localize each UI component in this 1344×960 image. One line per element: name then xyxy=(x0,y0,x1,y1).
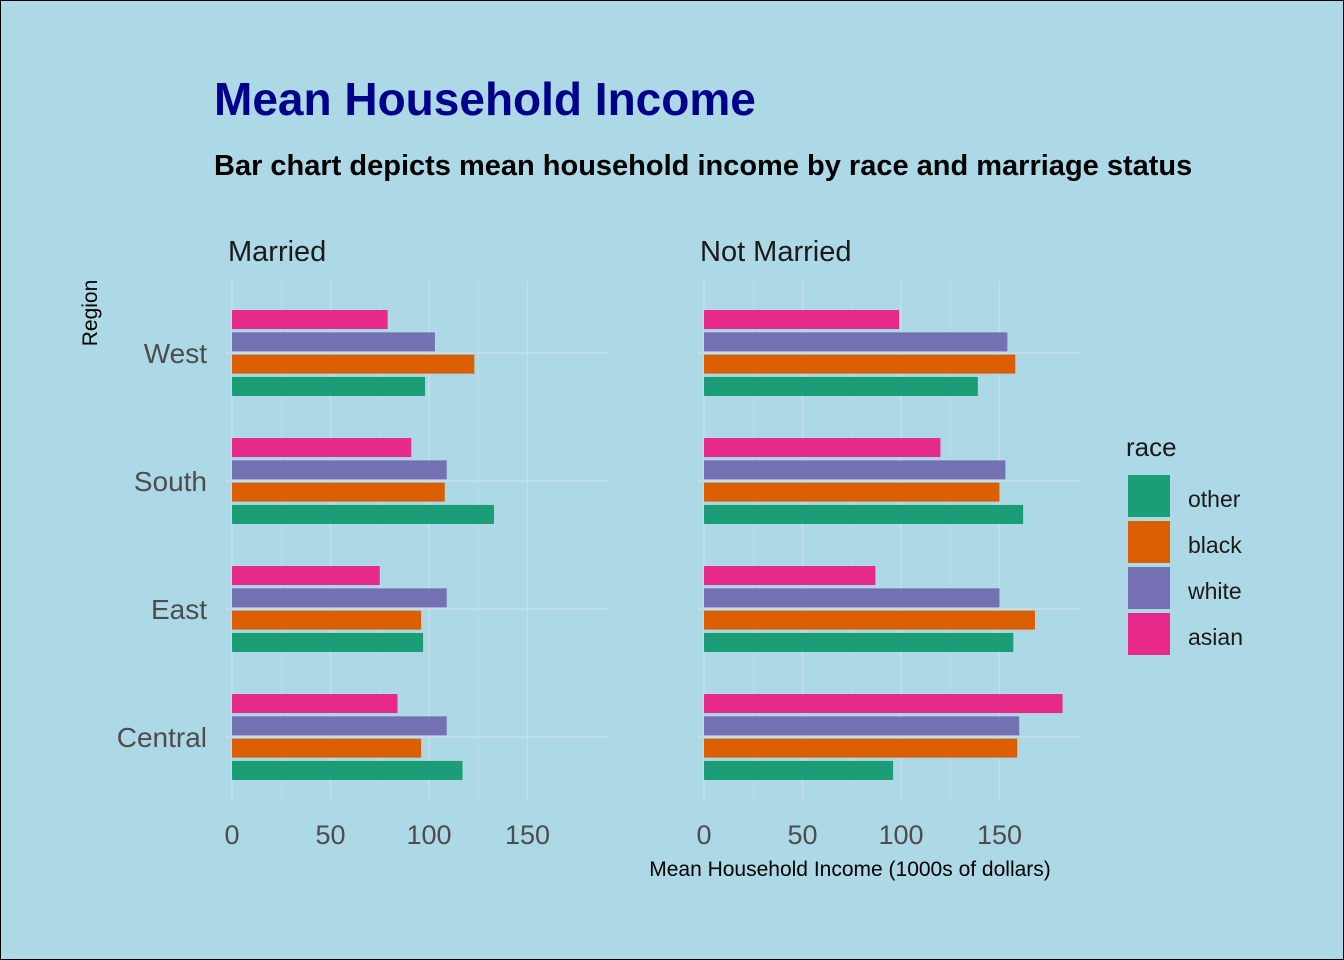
bar-other-central xyxy=(704,760,894,780)
x-tick-label: 0 xyxy=(224,820,239,850)
legend-swatch xyxy=(1128,567,1170,609)
bar-other-west xyxy=(232,376,426,396)
bar-white-east xyxy=(704,588,1000,608)
bar-other-south xyxy=(232,504,495,524)
chart-title: Mean Household Income xyxy=(214,73,756,125)
x-tick-label: 50 xyxy=(315,820,345,850)
bar-black-west xyxy=(704,354,1016,374)
bar-black-south xyxy=(704,482,1000,502)
legend-swatch xyxy=(1128,521,1170,563)
bar-white-east xyxy=(232,588,447,608)
bar-white-south xyxy=(704,460,1006,480)
bar-black-east xyxy=(704,610,1035,630)
legend-label: asian xyxy=(1188,624,1243,650)
bar-asian-central xyxy=(704,694,1063,714)
bar-white-south xyxy=(232,460,447,480)
facet-title: Not Married xyxy=(700,236,852,268)
legend-label: other xyxy=(1188,486,1241,512)
bar-asian-south xyxy=(704,438,941,458)
y-tick-label: South xyxy=(134,466,207,497)
bar-other-east xyxy=(232,632,424,652)
bar-other-south xyxy=(704,504,1024,524)
bar-other-east xyxy=(704,632,1014,652)
y-tick-label: Central xyxy=(117,722,207,753)
bar-other-central xyxy=(232,760,463,780)
bar-black-central xyxy=(232,738,422,758)
x-axis-title: Mean Household Income (1000s of dollars) xyxy=(649,858,1051,881)
bar-asian-central xyxy=(232,694,398,714)
x-tick-label: 100 xyxy=(406,820,451,850)
x-tick-label: 100 xyxy=(878,820,923,850)
legend-label: white xyxy=(1188,578,1242,604)
x-tick-label: 0 xyxy=(696,820,711,850)
bar-black-south xyxy=(232,482,445,502)
y-tick-label: West xyxy=(144,338,207,369)
bar-black-east xyxy=(232,610,422,630)
bar-asian-west xyxy=(704,310,900,330)
legend-swatch xyxy=(1128,613,1170,655)
bar-white-west xyxy=(704,332,1008,352)
bar-asian-east xyxy=(704,566,876,586)
bar-white-west xyxy=(232,332,435,352)
bar-white-central xyxy=(704,716,1020,736)
bar-white-central xyxy=(232,716,447,736)
legend-title: race xyxy=(1126,432,1177,462)
legend-label: black xyxy=(1188,532,1242,558)
y-tick-label: East xyxy=(151,594,207,625)
bar-asian-east xyxy=(232,566,380,586)
bar-asian-south xyxy=(232,438,412,458)
x-tick-label: 50 xyxy=(787,820,817,850)
x-tick-label: 150 xyxy=(505,820,550,850)
bar-black-west xyxy=(232,354,475,374)
legend-swatch xyxy=(1128,475,1170,517)
chart-subtitle: Bar chart depicts mean household income … xyxy=(214,150,1193,182)
bar-other-west xyxy=(704,376,978,396)
x-tick-label: 150 xyxy=(977,820,1022,850)
bar-asian-west xyxy=(232,310,388,330)
y-axis-title: Region xyxy=(79,280,102,347)
bar-black-central xyxy=(704,738,1018,758)
facet-title: Married xyxy=(228,236,326,268)
